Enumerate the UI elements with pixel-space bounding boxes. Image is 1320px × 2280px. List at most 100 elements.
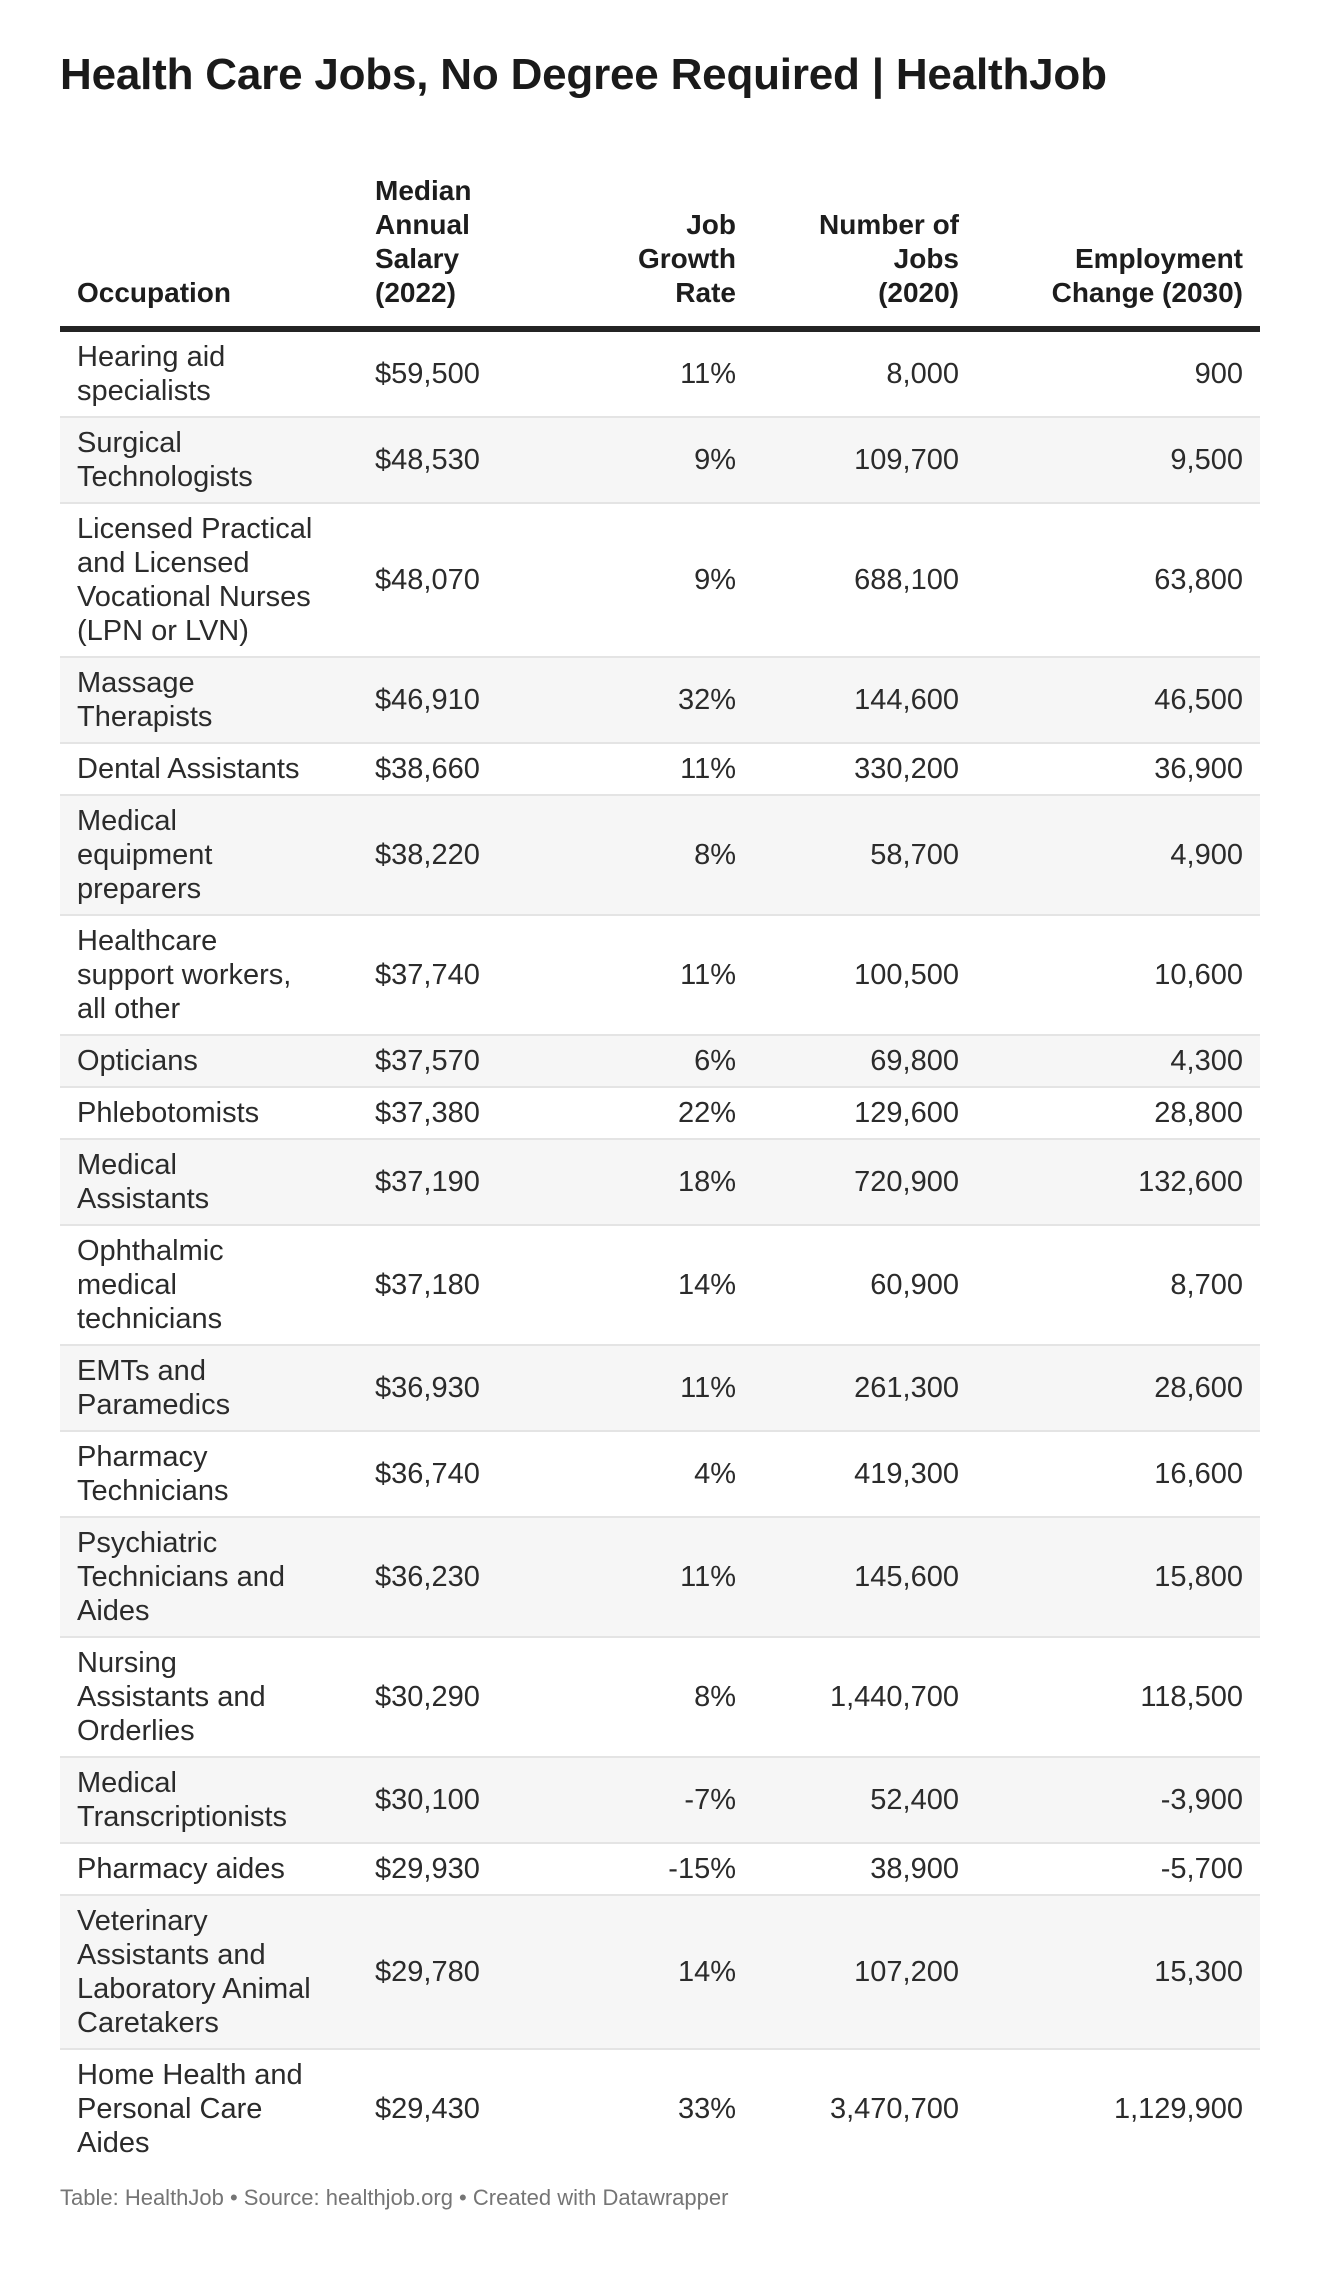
table-row: Medical equipment preparers $38,220 8% 58,7… — [60, 794, 1260, 915]
cell-occupation: Ophthalmic medical technicians — [60, 1224, 360, 1345]
table-row: Medical Assistants $37,190 18% 720,900 132,6… — [60, 1138, 1260, 1225]
cell-occupation: Pharmacy aides — [60, 1842, 360, 1895]
cell-growth: 11% — [560, 1344, 752, 1431]
cell-growth: 11% — [560, 1516, 752, 1637]
cell-change: 28,600 — [975, 1344, 1260, 1431]
cell-occupation: Hearing aid specialists — [77, 341, 226, 407]
cell-change: 15,300 — [975, 1894, 1260, 2049]
cell-jobs: 129,600 — [752, 1086, 975, 1139]
table-row: Surgical Technologists $48,530 9% 109,700 9,… — [60, 416, 1260, 503]
cell-jobs: 58,700 — [752, 794, 975, 915]
cell-change: 36,900 — [975, 742, 1260, 795]
cell-salary: $59,500 — [375, 358, 480, 390]
cell-change: 1,129,900 — [975, 2048, 1260, 2168]
cell-occupation: Opticians — [60, 1034, 360, 1087]
cell-salary: $37,380 — [360, 1086, 560, 1139]
cell-salary: $30,100 — [360, 1756, 560, 1843]
table-row: Pharmacy aides $29,930 -15% 38,900 -5,700 — [60, 1842, 1260, 1895]
cell-jobs: 69,800 — [752, 1034, 975, 1087]
cell-change: 28,800 — [975, 1086, 1260, 1139]
cell-occupation: Dental Assistants — [60, 742, 360, 795]
cell-salary: $29,780 — [360, 1894, 560, 2049]
cell-salary: $29,430 — [360, 2048, 560, 2168]
cell-growth: -7% — [560, 1756, 752, 1843]
table-body: Hearing aid specialists $59,500 11% 8,000 90… — [60, 329, 1260, 2168]
cell-growth: 14% — [560, 1224, 752, 1345]
cell-growth: 22% — [560, 1086, 752, 1139]
cell-occupation: Veterinary Assistants and Laboratory Ani… — [60, 1894, 360, 2049]
cell-salary: $30,290 — [360, 1636, 560, 1757]
cell-change: 118,500 — [975, 1636, 1260, 1757]
cell-salary: $29,930 — [360, 1842, 560, 1895]
cell-jobs: 8,000 — [886, 358, 959, 390]
column-header-occupation: Occupation — [60, 174, 360, 332]
table-row: Medical Transcriptionists $30,100 -7% 52,40… — [60, 1756, 1260, 1843]
header-row: Occupation Median Annual Salary (2022) J… — [60, 174, 1260, 332]
table-row: Home Health and Personal Care Aides $29,4… — [60, 2048, 1260, 2168]
footer-attribution: Table: HealthJob • Source: healthjob.org… — [60, 2185, 729, 2210]
table-row: Licensed Practical and Licensed Vocation… — [60, 502, 1260, 657]
page: Health Care Jobs, No Degree Required | H… — [60, 50, 1260, 2210]
cell-salary: $37,190 — [360, 1138, 560, 1225]
cell-growth: 4% — [560, 1430, 752, 1517]
table-row: Opticians $37,570 6% 69,800 4,300 — [60, 1034, 1260, 1087]
table-row: Pharmacy Technicians $36,740 4% 419,300 16,6… — [60, 1430, 1260, 1517]
table-row: Massage Therapists $46,910 32% 144,600 46,50… — [60, 656, 1260, 743]
table-row: Phlebotomists $37,380 22% 129,600 28,800 — [60, 1086, 1260, 1139]
cell-growth: 8% — [560, 794, 752, 915]
cell-jobs: 720,900 — [752, 1138, 975, 1225]
cell-jobs: 38,900 — [752, 1842, 975, 1895]
cell-change: 63,800 — [975, 502, 1260, 657]
cell-salary: $48,070 — [360, 502, 560, 657]
cell-jobs: 688,100 — [752, 502, 975, 657]
cell-jobs: 3,470,700 — [752, 2048, 975, 2168]
cell-growth: 9% — [560, 502, 752, 657]
cell-growth: 18% — [560, 1138, 752, 1225]
cell-occupation: Massage Therapists — [60, 656, 360, 743]
cell-salary: $36,740 — [360, 1430, 560, 1517]
cell-occupation: Medical equipment preparers — [60, 794, 360, 915]
cell-growth: 32% — [560, 656, 752, 743]
cell-occupation: Nursing Assistants and Orderlies — [60, 1636, 360, 1757]
cell-salary: $37,740 — [360, 914, 560, 1035]
cell-occupation: Medical Transcriptionists — [60, 1756, 360, 1843]
cell-jobs: 107,200 — [752, 1894, 975, 2049]
cell-growth: 6% — [560, 1034, 752, 1087]
cell-jobs: 60,900 — [752, 1224, 975, 1345]
cell-change: 4,900 — [975, 794, 1260, 915]
cell-jobs: 1,440,700 — [752, 1636, 975, 1757]
table-row: Psychiatric Technicians and Aides $36,230… — [60, 1516, 1260, 1637]
cell-salary: $37,180 — [360, 1224, 560, 1345]
cell-jobs: 109,700 — [752, 416, 975, 503]
cell-occupation: Healthcare support workers, all other — [60, 914, 360, 1035]
column-header-job-growth-rate: Job Growth Rate — [560, 174, 752, 332]
cell-jobs: 144,600 — [752, 656, 975, 743]
cell-occupation: Surgical Technologists — [60, 416, 360, 503]
cell-change: 9,500 — [975, 416, 1260, 503]
cell-growth: 9% — [560, 416, 752, 503]
cell-jobs: 52,400 — [752, 1756, 975, 1843]
table-row: Veterinary Assistants and Laboratory Ani… — [60, 1894, 1260, 2049]
data-table: Occupation Median Annual Salary (2022) J… — [60, 174, 1260, 2168]
cell-salary: $36,930 — [360, 1344, 560, 1431]
cell-jobs: 145,600 — [752, 1516, 975, 1637]
cell-growth: 11% — [680, 358, 736, 390]
cell-jobs: 100,500 — [752, 914, 975, 1035]
table-row: Healthcare support workers, all other $37… — [60, 914, 1260, 1035]
cell-change: -3,900 — [975, 1756, 1260, 1843]
table-header: Occupation Median Annual Salary (2022) J… — [60, 174, 1260, 332]
cell-growth: 11% — [560, 742, 752, 795]
cell-jobs: 330,200 — [752, 742, 975, 795]
cell-change: 16,600 — [975, 1430, 1260, 1517]
table-row: Hearing aid specialists $59,500 11% 8,000 90… — [60, 329, 1260, 417]
cell-occupation: Licensed Practical and Licensed Vocation… — [60, 502, 360, 657]
cell-change: 132,600 — [975, 1138, 1260, 1225]
cell-growth: 8% — [560, 1636, 752, 1757]
cell-occupation: Pharmacy Technicians — [60, 1430, 360, 1517]
column-header-employment-change: Employment Change (2030) — [975, 174, 1260, 332]
cell-salary: $38,660 — [360, 742, 560, 795]
cell-salary: $37,570 — [360, 1034, 560, 1087]
cell-growth: 11% — [560, 914, 752, 1035]
cell-salary: $48,530 — [360, 416, 560, 503]
cell-growth: 14% — [560, 1894, 752, 2049]
